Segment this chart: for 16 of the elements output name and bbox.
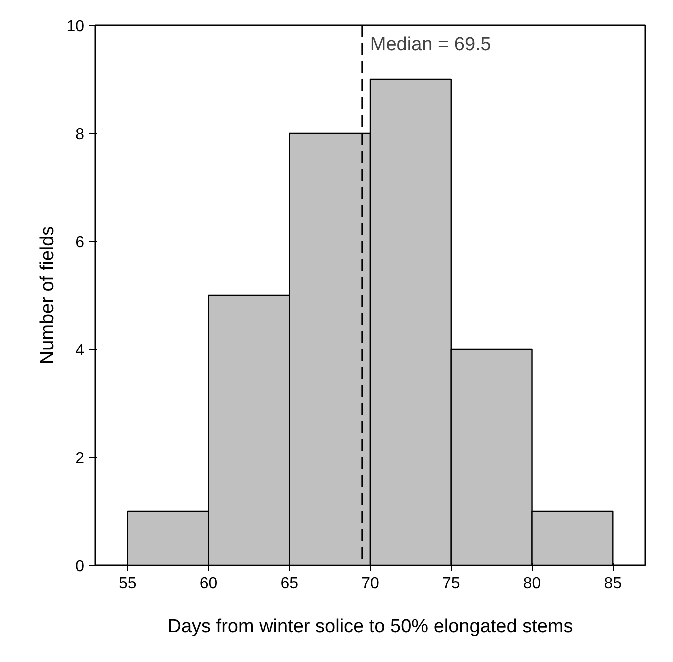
x-axis-title: Days from winter solice to 50% elongated stems (168, 616, 574, 638)
y-axis-title: Number of fields (38, 226, 59, 365)
ref-line-label: Median = 69.5 (370, 34, 492, 56)
y-tick-label: 6 (76, 234, 85, 252)
x-tick-label: 65 (280, 576, 299, 592)
x-tick-label: 80 (523, 576, 542, 592)
x-tick-label: 70 (362, 576, 380, 592)
x-tick-label: 75 (442, 576, 460, 592)
x-tick-label: 60 (200, 576, 218, 592)
y-tick-label: 0 (76, 558, 85, 576)
y-tick-label: 2 (76, 450, 85, 468)
x-tick-label: 55 (118, 576, 137, 592)
y-tick-label: 4 (76, 342, 85, 360)
y-tick-label: 8 (76, 126, 85, 144)
x-tick-label: 85 (604, 576, 622, 592)
y-tick-label: 10 (66, 18, 85, 36)
